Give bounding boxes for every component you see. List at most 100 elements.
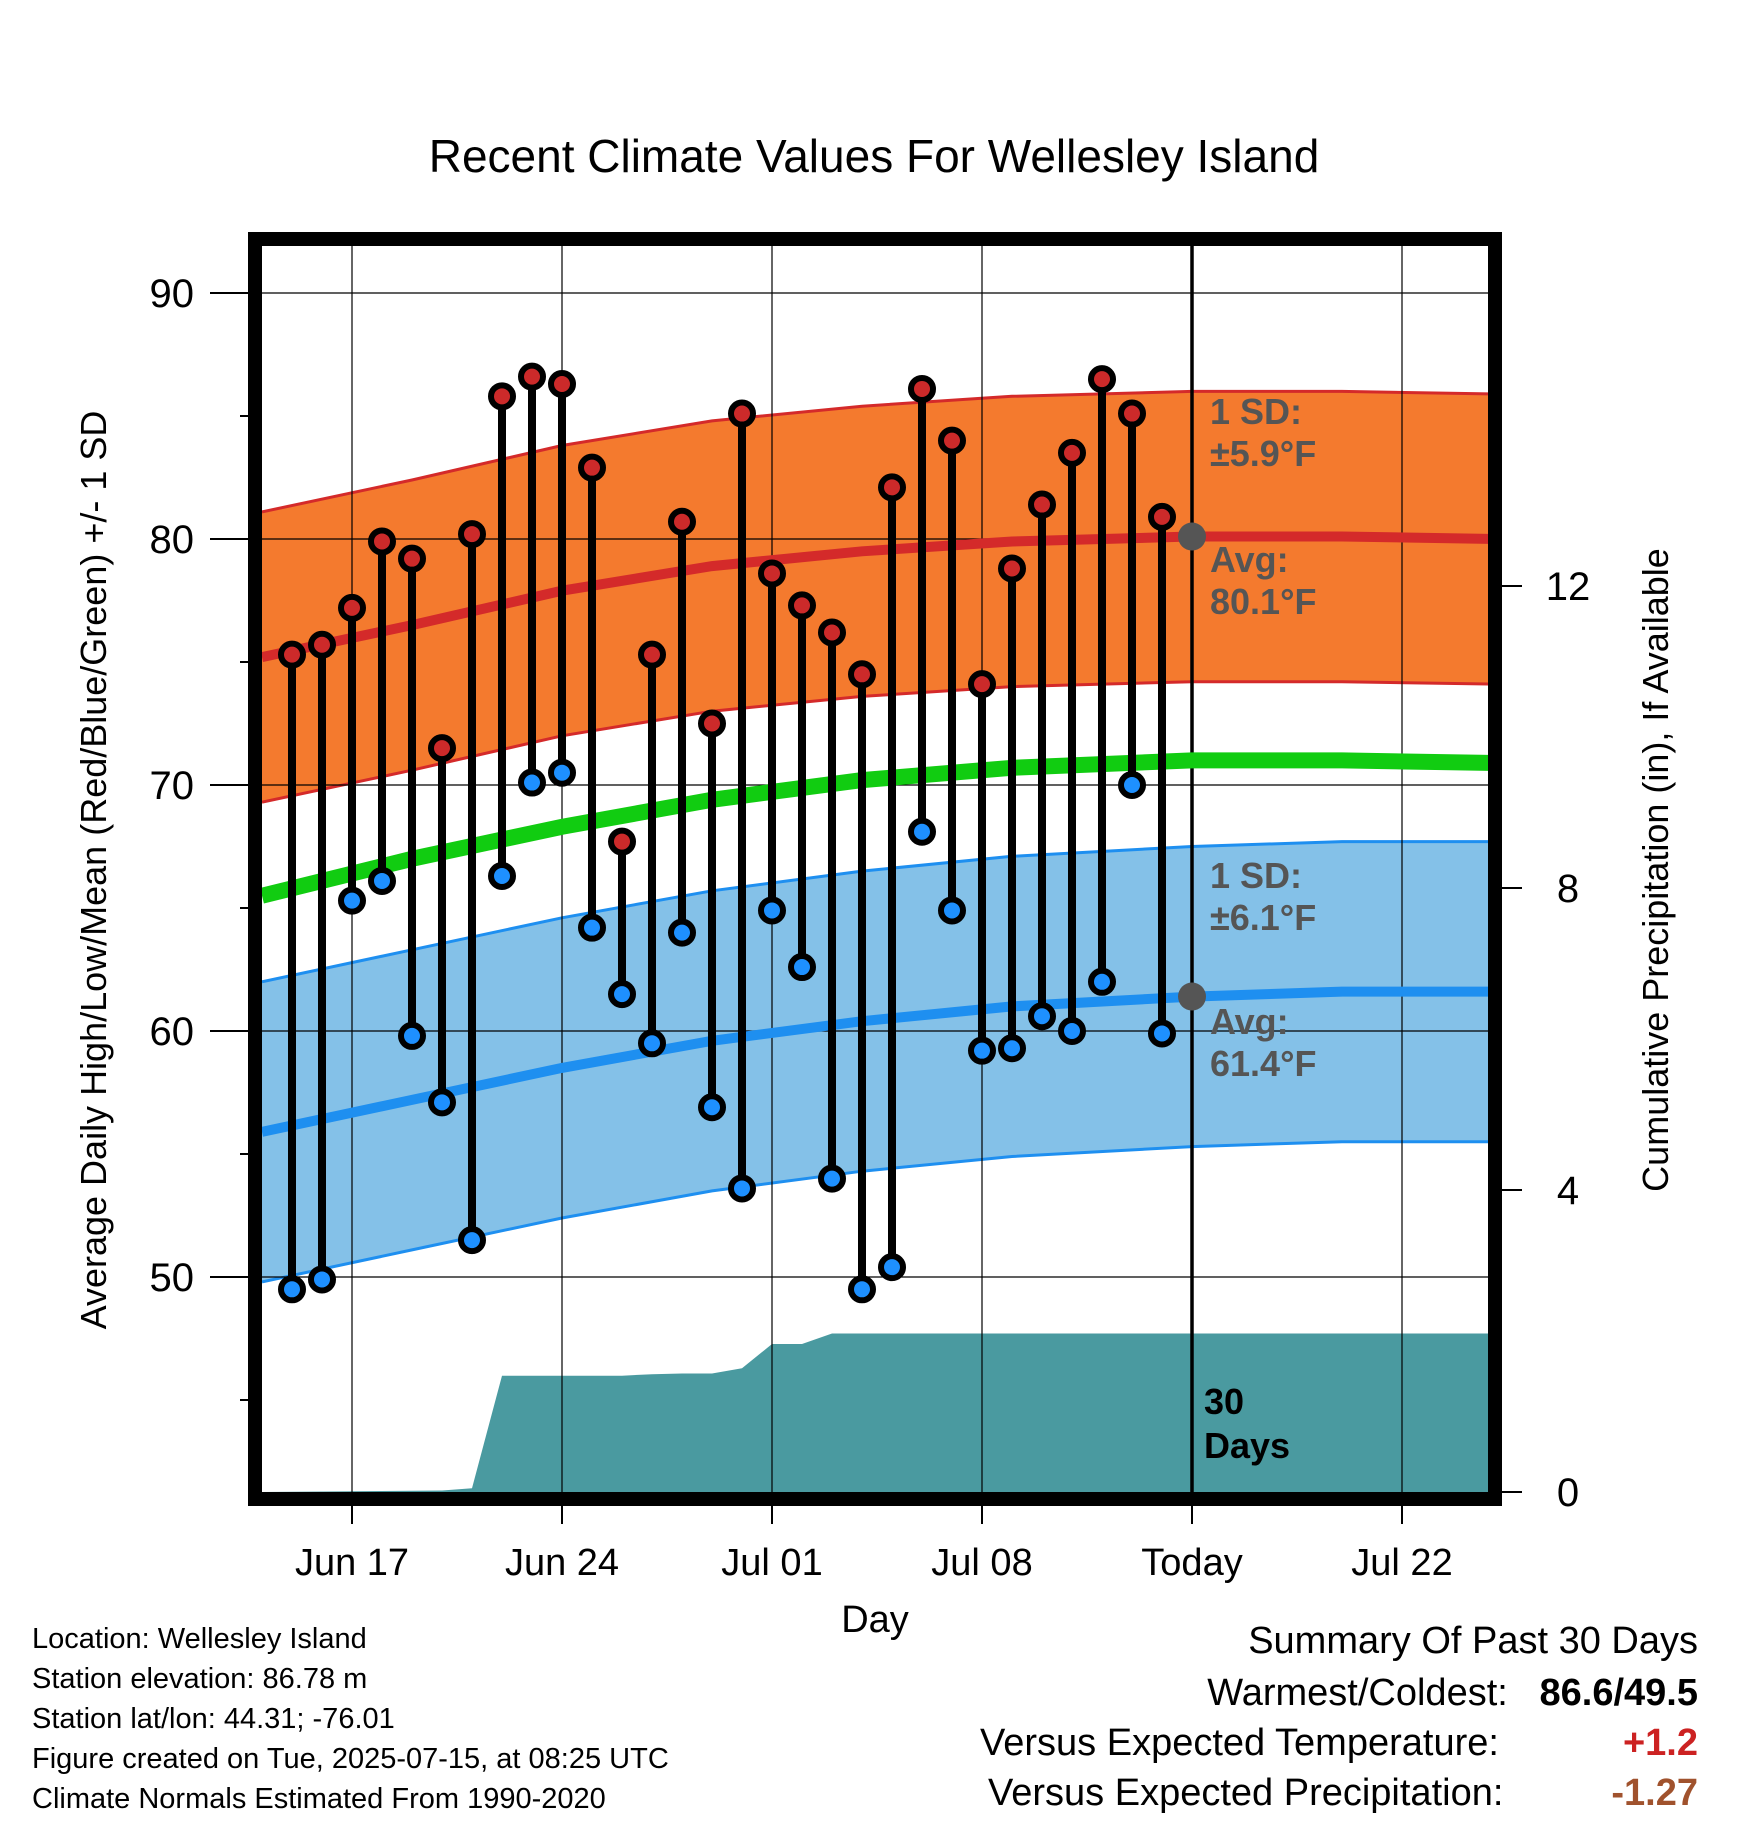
- daily-low-point: [608, 980, 636, 1009]
- summary-precip: Versus Expected Precipitation:: [988, 1772, 1503, 1815]
- daily-low-point: [338, 886, 366, 915]
- daily-low-point: [638, 1029, 666, 1058]
- daily-low-point: [1028, 1002, 1056, 1031]
- info-created: Figure created on Tue, 2025-07-15, at 08…: [32, 1743, 669, 1775]
- daily-high-point: [1148, 502, 1176, 531]
- daily-high-point: [398, 544, 426, 573]
- daily-low-point: [1148, 1019, 1176, 1048]
- daily-low-point: [968, 1036, 996, 1065]
- summary-precip-label: Versus Expected Precipitation:: [988, 1772, 1504, 1814]
- chart-title: Recent Climate Values For Wellesley Isla…: [429, 130, 1320, 182]
- daily-high-point: [728, 399, 756, 428]
- daily-low-point: [1088, 967, 1116, 996]
- y-tick-label: 50: [150, 1256, 195, 1300]
- daily-low-point: [788, 953, 816, 982]
- y2-tick-label: 0: [1557, 1471, 1579, 1515]
- y2-tick-label: 8: [1557, 867, 1579, 911]
- daily-high-point: [368, 527, 396, 556]
- summary-warm-cold-label: Warmest/Coldest:: [1207, 1672, 1508, 1714]
- days-count: 30: [1204, 1381, 1244, 1422]
- info-latlon: Station lat/lon: 44.31; -76.01: [32, 1703, 395, 1735]
- daily-high-point: [1088, 365, 1116, 394]
- summary-title: Summary Of Past 30 Days: [1248, 1620, 1698, 1662]
- daily-low-point: [578, 913, 606, 942]
- high-avg-label: Avg:: [1210, 539, 1289, 580]
- x-axis-title: Day: [841, 1599, 909, 1641]
- daily-high-point: [788, 591, 816, 620]
- normal-bands: [262, 389, 1488, 1284]
- daily-high-point: [578, 453, 606, 482]
- daily-low-point: [818, 1164, 846, 1193]
- y2-tick-label: 12: [1546, 565, 1591, 609]
- daily-low-point: [878, 1253, 906, 1282]
- daily-high-point: [608, 827, 636, 856]
- summary-temp-label: Versus Expected Temperature:: [980, 1722, 1499, 1764]
- summary-warm-cold-value: 86.6/49.5: [1539, 1672, 1698, 1714]
- daily-high-point: [548, 370, 576, 399]
- y-tick-label: 80: [150, 518, 195, 562]
- daily-high-point: [878, 473, 906, 502]
- daily-low-point: [308, 1265, 336, 1294]
- daily-high-point: [1118, 399, 1146, 428]
- daily-high-point: [848, 660, 876, 689]
- daily-low-point: [758, 896, 786, 925]
- daily-high-point: [638, 640, 666, 669]
- daily-low-point: [368, 866, 396, 895]
- daily-low-point: [1058, 1017, 1086, 1045]
- info-normals: Climate Normals Estimated From 1990-2020: [32, 1783, 606, 1815]
- y-tick-label: 70: [150, 764, 195, 808]
- low-avg-value: 61.4°F: [1210, 1043, 1316, 1084]
- info-location: Location: Wellesley Island: [32, 1623, 367, 1655]
- summary-temp: Versus Expected Temperature:: [980, 1722, 1499, 1765]
- daily-high-point: [338, 593, 366, 622]
- summary-warm-cold: Warmest/Coldest: 86.6/49.5: [1207, 1672, 1698, 1715]
- high-sd-upper-edge: [262, 389, 1488, 514]
- daily-low-point: [938, 896, 966, 925]
- low-avg-label: Avg:: [1210, 1001, 1289, 1042]
- daily-high-point: [698, 709, 726, 738]
- days-label: Days: [1204, 1425, 1290, 1466]
- x-tick-label: Jun 17: [295, 1542, 409, 1584]
- daily-low-point: [848, 1275, 876, 1304]
- high-avg-value: 80.1°F: [1210, 581, 1316, 622]
- x-tick-label: Today: [1141, 1542, 1242, 1584]
- precipitation-fill: [262, 1333, 1488, 1492]
- x-tick-label: Jul 01: [721, 1542, 822, 1584]
- low-sd-label: 1 SD:: [1210, 855, 1302, 896]
- daily-low-point: [278, 1275, 306, 1304]
- daily-low-point: [488, 862, 516, 891]
- daily-high-point: [1058, 438, 1086, 467]
- daily-low-point: [548, 758, 576, 787]
- daily-low-point: [698, 1093, 726, 1122]
- daily-high-point: [818, 618, 846, 647]
- daily-low-point: [728, 1174, 756, 1203]
- low-sd-value: ±6.1°F: [1210, 897, 1316, 938]
- daily-high-point: [668, 507, 696, 536]
- daily-low-point: [518, 768, 546, 797]
- y2-axis-title: Cumulative Precipitation (in), If Availa…: [1635, 548, 1676, 1192]
- x-tick-label: Jun 24: [505, 1542, 619, 1584]
- high-normal-line: [262, 531, 1488, 662]
- daily-high-point: [1028, 490, 1056, 519]
- high-sd-label: 1 SD:: [1210, 391, 1302, 432]
- axes: 50 60 70 80 90 0 4 8 12 Jun 17 Jun 24 Jul 01 Jul 08 T…: [73, 232, 1676, 1641]
- daily-low-point: [428, 1088, 456, 1117]
- daily-high-point: [518, 362, 546, 391]
- avg-low-marker: [1178, 982, 1206, 1011]
- daily-high-point: [308, 630, 336, 659]
- daily-high-point: [428, 734, 456, 763]
- daily-high-point: [998, 554, 1026, 583]
- daily-high-point: [278, 640, 306, 669]
- high-sd-value: ±5.9°F: [1210, 433, 1316, 474]
- y-tick-label: 60: [150, 1010, 195, 1054]
- x-tick-label: Jul 22: [1351, 1542, 1452, 1584]
- daily-low-point: [998, 1034, 1026, 1063]
- precipitation-area: [262, 1333, 1488, 1492]
- daily-low-point: [908, 817, 936, 846]
- plot-frame: [248, 232, 1502, 1506]
- daily-high-point: [938, 426, 966, 455]
- summary-precip-value: -1.27: [1611, 1772, 1698, 1814]
- y-axis-title: Average Daily High/Low/Mean (Red/Blue/Gr…: [73, 411, 114, 1330]
- daily-high-point: [968, 670, 996, 699]
